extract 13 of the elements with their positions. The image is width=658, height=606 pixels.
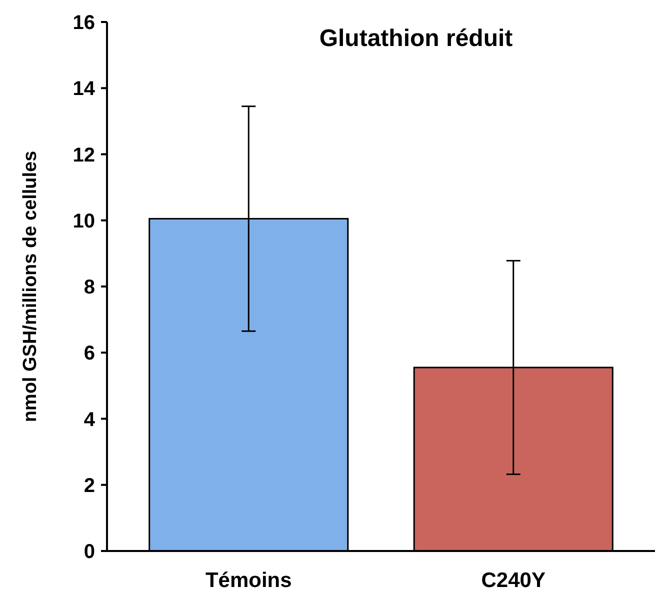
x-tick-label: Témoins [205, 569, 292, 592]
x-tick-label: C240Y [481, 569, 546, 592]
y-tick-label: 6 [84, 342, 95, 365]
chart-title: Glutathion réduit [319, 25, 513, 52]
y-tick-label: 10 [72, 210, 95, 232]
y-tick-label: 2 [84, 474, 95, 497]
y-tick-label: 8 [84, 276, 95, 298]
y-tick-label: 0 [84, 541, 95, 563]
y-tick-label: 16 [72, 12, 95, 34]
y-axis-title: nmol GSH/millions de cellules [20, 150, 41, 422]
y-tick-label: 12 [72, 144, 95, 166]
y-tick-label: 4 [84, 408, 96, 431]
y-tick-label: 14 [72, 78, 96, 100]
